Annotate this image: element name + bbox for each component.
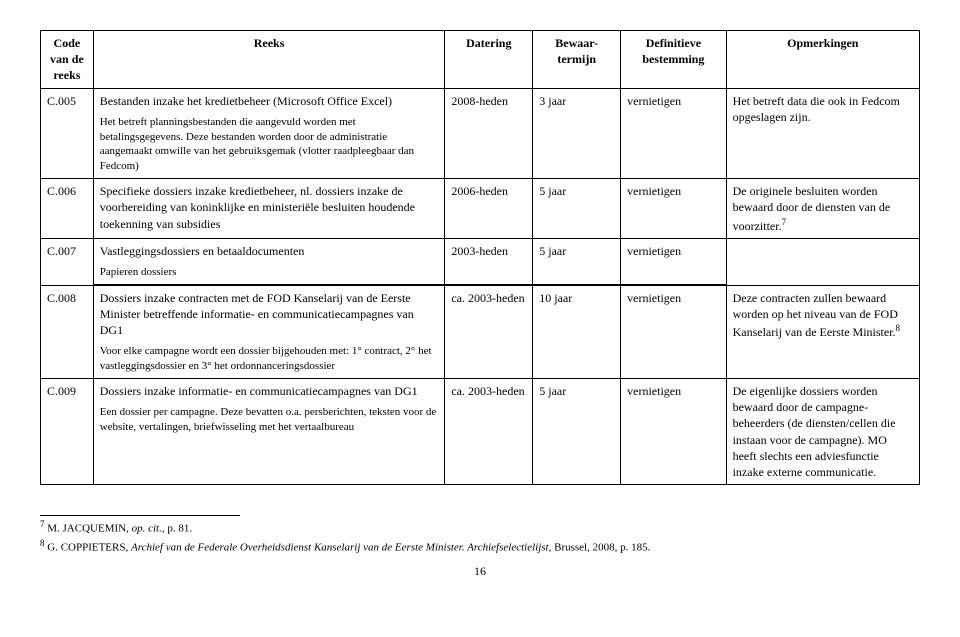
header-row: Code van de reeks Reeks Datering Bewaar-… <box>41 31 920 89</box>
termijn-cell: 10 jaar <box>533 285 621 378</box>
reeks-cell: Bestanden inzake het kredietbeheer (Micr… <box>93 88 445 179</box>
termijn-cell: 5 jaar <box>533 378 621 484</box>
bestemming-cell: vernietigen <box>621 238 726 284</box>
datering-cell: 2003-heden <box>445 238 533 284</box>
footnote-text: M. JACQUEMIN, <box>45 523 132 535</box>
termijn-cell: 3 jaar <box>533 88 621 179</box>
bestemming-cell: vernietigen <box>621 179 726 239</box>
header-opmerkingen: Opmerkingen <box>726 31 919 89</box>
table-row: C.009 Dossiers inzake informatie- en com… <box>41 378 920 484</box>
code-cell: C.008 <box>41 285 94 378</box>
bestemming-cell: vernietigen <box>621 88 726 179</box>
datering-cell: 2006-heden <box>445 179 533 239</box>
footnote-7: 7 M. JACQUEMIN, op. cit., p. 81. <box>40 518 840 537</box>
footnote-ref: 8 <box>896 323 901 333</box>
page-number: 16 <box>40 563 920 579</box>
reeks-desc: Dossiers inzake contracten met de FOD Ka… <box>100 290 439 339</box>
opmerkingen-cell: De originele besluiten worden bewaard do… <box>726 179 919 239</box>
opmerkingen-text: Deze contracten zullen bewaard worden op… <box>733 291 898 339</box>
footnote-rest: , p. 81. <box>162 523 192 535</box>
termijn-cell: 5 jaar <box>533 179 621 239</box>
table-row: C.006 Specifieke dossiers inzake krediet… <box>41 179 920 239</box>
bestemming-cell: vernietigen <box>621 378 726 484</box>
footnote-ital: op. cit. <box>132 523 162 535</box>
footnote-ref: 7 <box>782 217 787 227</box>
footnote-text: G. COPPIETERS, <box>45 541 132 553</box>
reeks-cell: Specifieke dossiers inzake kredietbeheer… <box>93 179 445 239</box>
reeks-cell: Vastleggingsdossiers en betaaldocumenten… <box>93 238 445 284</box>
archive-table: Code van de reeks Reeks Datering Bewaar-… <box>40 30 920 485</box>
header-code: Code van de reeks <box>41 31 94 89</box>
reeks-desc: Specifieke dossiers inzake kredietbeheer… <box>100 183 439 232</box>
footnote-8: 8 G. COPPIETERS, Archief van de Federale… <box>40 537 840 556</box>
opmerkingen-cell: Het betreft data die ook in Fedcom opges… <box>726 88 919 179</box>
code-cell: C.009 <box>41 378 94 484</box>
table-row: C.005 Bestanden inzake het kredietbeheer… <box>41 88 920 179</box>
code-cell: C.007 <box>41 238 94 285</box>
code-cell: C.005 <box>41 88 94 179</box>
code-cell: C.006 <box>41 179 94 239</box>
datering-cell: 2008-heden <box>445 88 533 179</box>
reeks-desc: Vastleggingsdossiers en betaaldocumenten <box>100 243 439 259</box>
table-row: C.008 Dossiers inzake contracten met de … <box>41 285 920 378</box>
reeks-sub: Voor elke campagne wordt een dossier bij… <box>100 344 439 374</box>
termijn-cell: 5 jaar <box>533 238 621 284</box>
reeks-desc: Bestanden inzake het kredietbeheer (Micr… <box>100 93 439 109</box>
reeks-cell: Dossiers inzake informatie- en communica… <box>93 378 445 484</box>
footnote-ital: Archief van de Federale Overheidsdienst … <box>131 541 549 553</box>
reeks-sub: Het betreft planningsbestanden die aange… <box>100 115 439 174</box>
header-bestemming: Definitieve bestemming <box>621 31 726 89</box>
opmerkingen-cell: Deze contracten zullen bewaard worden op… <box>726 285 919 378</box>
table-row: C.007 Vastleggingsdossiers en betaaldocu… <box>41 238 920 284</box>
reeks-sub: Papieren dossiers <box>100 265 439 280</box>
reeks-desc: Dossiers inzake informatie- en communica… <box>100 383 439 399</box>
opmerkingen-cell: De eigenlijke dossiers worden bewaard do… <box>726 378 919 484</box>
footnotes-block: 7 M. JACQUEMIN, op. cit., p. 81. 8 G. CO… <box>40 515 240 555</box>
datering-cell: ca. 2003-heden <box>445 285 533 378</box>
datering-cell: ca. 2003-heden <box>445 378 533 484</box>
header-termijn: Bewaar-termijn <box>533 31 621 89</box>
bestemming-cell: vernietigen <box>621 285 726 378</box>
reeks-cell: Dossiers inzake contracten met de FOD Ka… <box>93 285 445 378</box>
opmerkingen-text: De originele besluiten worden bewaard do… <box>733 184 891 232</box>
footnote-rest: , Brussel, 2008, p. 185. <box>549 541 651 553</box>
opmerkingen-cell <box>726 238 919 285</box>
header-reeks: Reeks <box>93 31 445 89</box>
header-datering: Datering <box>445 31 533 89</box>
reeks-sub: Een dossier per campagne. Deze bevatten … <box>100 405 439 435</box>
